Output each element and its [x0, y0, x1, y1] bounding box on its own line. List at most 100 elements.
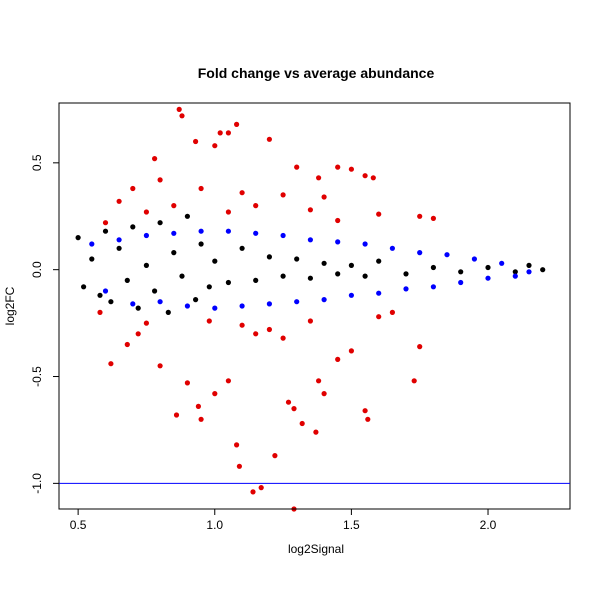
data-point [417, 213, 423, 219]
data-point [198, 241, 204, 247]
data-point [225, 279, 231, 286]
plot-frame [58, 102, 571, 510]
data-point [234, 442, 240, 448]
data-point [239, 245, 245, 251]
data-point [143, 320, 149, 326]
data-point [253, 203, 259, 209]
data-point [135, 305, 141, 311]
data-point [152, 156, 158, 162]
data-point [212, 391, 218, 397]
data-point [206, 284, 212, 290]
data-point [116, 245, 122, 251]
data-point [143, 232, 149, 239]
data-point [253, 277, 259, 283]
data-point [321, 391, 327, 397]
data-point [184, 213, 190, 219]
data-point [389, 245, 395, 251]
data-point [193, 297, 199, 303]
data-point [335, 271, 341, 277]
data-point [280, 232, 286, 239]
data-point [376, 314, 382, 320]
data-point [444, 252, 450, 258]
data-point [362, 408, 368, 414]
data-point [239, 303, 245, 309]
data-point [348, 348, 354, 354]
data-point [165, 309, 171, 315]
data-point [335, 164, 341, 170]
data-point [225, 209, 231, 215]
data-point [225, 130, 231, 136]
data-point [313, 429, 319, 435]
data-point [266, 326, 272, 333]
data-point [299, 420, 305, 427]
data-point [316, 175, 322, 181]
data-point [143, 262, 149, 268]
data-point [294, 164, 300, 170]
data-point [280, 335, 286, 341]
data-point [130, 224, 136, 230]
data-point [307, 275, 313, 281]
data-point [266, 254, 272, 260]
data-point [250, 489, 256, 495]
data-point [485, 264, 491, 271]
data-point [193, 138, 199, 145]
data-point [266, 136, 272, 142]
data-point [124, 341, 130, 348]
data-point [285, 399, 292, 405]
data-point [362, 241, 368, 247]
x-tick-label: 1.5 [343, 518, 360, 532]
data-point [179, 113, 185, 119]
data-point [184, 303, 190, 309]
data-point [253, 331, 259, 337]
data-point [540, 267, 546, 273]
data-point [280, 273, 286, 279]
data-point [291, 406, 297, 412]
data-point [108, 361, 114, 367]
data-point [321, 260, 327, 266]
data-point [253, 230, 259, 236]
data-point [239, 322, 245, 328]
data-point [499, 260, 505, 266]
marks-layer [59, 106, 570, 512]
data-point [198, 185, 204, 192]
data-point [206, 318, 212, 324]
data-point [526, 269, 532, 275]
data-point [335, 239, 341, 245]
data-point [321, 194, 327, 200]
data-point [430, 215, 436, 221]
data-point [198, 416, 204, 422]
data-point [376, 290, 382, 296]
data-point [179, 273, 185, 279]
data-point [403, 271, 409, 277]
data-point [212, 143, 218, 149]
x-tick-label: 2.0 [480, 518, 497, 532]
y-tick-label: 0.0 [30, 261, 44, 278]
data-point [321, 297, 327, 303]
data-point [108, 299, 114, 305]
data-point [97, 309, 103, 315]
data-point [512, 269, 518, 275]
data-point [389, 309, 395, 315]
data-point [171, 250, 177, 256]
data-point [157, 363, 163, 369]
data-point [430, 264, 436, 271]
y-axis-label: log2FC [3, 286, 17, 325]
data-point [458, 279, 464, 286]
data-point [225, 228, 231, 234]
data-point [316, 378, 322, 384]
data-point [376, 258, 382, 264]
data-point [171, 230, 177, 236]
data-point [89, 241, 95, 247]
data-point [307, 318, 313, 324]
y-tick-label: -1.0 [30, 473, 44, 494]
data-point [171, 203, 177, 209]
data-point [97, 292, 103, 298]
x-tick-label: 0.5 [70, 518, 87, 532]
data-point [376, 211, 382, 217]
data-point [258, 485, 264, 491]
data-point [157, 220, 163, 226]
data-point [526, 262, 532, 268]
x-axis-label: log2Signal [288, 542, 344, 556]
data-point [236, 463, 242, 469]
